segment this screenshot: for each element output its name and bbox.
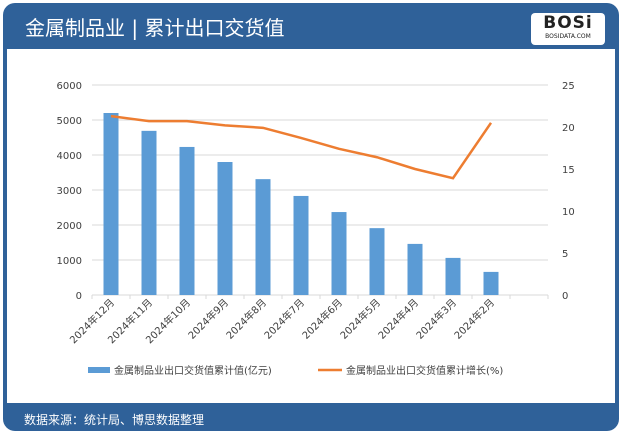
y-right-tick-label: 0	[562, 291, 568, 302]
y-right-tick-label: 20	[562, 123, 575, 134]
bar	[369, 228, 385, 295]
y-right-tick-label: 10	[562, 207, 575, 218]
bar	[445, 257, 461, 295]
header: 金属制品业 | 累计出口交货值 BOSi BOSIDATA.COM	[3, 3, 619, 47]
growth-line	[110, 114, 493, 180]
y-right-tick-label: 5	[562, 249, 568, 260]
bar	[103, 113, 119, 295]
bar	[179, 146, 195, 295]
legend-bar-label: 金属制品业出口交货值累计值(亿元)	[114, 364, 272, 377]
y-left-tick-label: 3000	[57, 186, 82, 197]
legend-line-label: 金属制品业出口交货值累计增长(%)	[346, 364, 503, 377]
y-right-tick-label: 15	[562, 165, 575, 176]
page-title: 金属制品业 | 累计出口交货值	[25, 16, 285, 40]
bar	[483, 271, 499, 295]
bar	[407, 243, 423, 295]
x-tick-label: 2024年2月	[451, 296, 497, 342]
y-left-tick-label: 6000	[57, 81, 82, 92]
bar	[331, 212, 347, 295]
logo-sub: BOSIDATA.COM	[545, 33, 591, 40]
y-left-tick-label: 1000	[57, 256, 82, 267]
bar	[293, 195, 309, 295]
y-right-tick-label: 25	[562, 81, 575, 92]
y-left-tick-label: 4000	[57, 151, 82, 162]
bar	[141, 130, 157, 295]
bosi-logo: BOSi BOSIDATA.COM	[531, 13, 605, 45]
data-source: 数据来源：统计局、博思数据整理	[24, 413, 205, 427]
bar	[217, 162, 233, 295]
legend-bar-swatch	[88, 367, 110, 373]
y-left-tick-label: 2000	[57, 221, 82, 232]
y-left-tick-label: 0	[76, 291, 82, 302]
logo-text: BOSi	[543, 13, 593, 33]
y-left-tick-label: 5000	[57, 116, 82, 127]
bar	[255, 179, 271, 295]
